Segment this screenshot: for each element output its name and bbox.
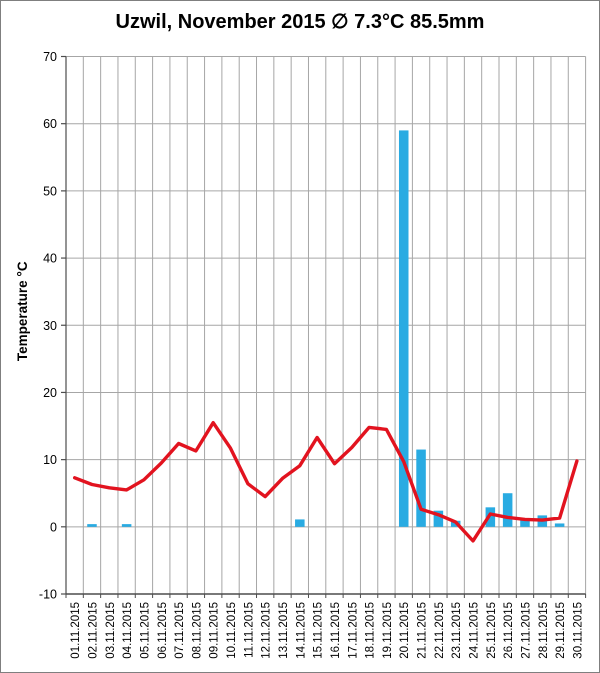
x-tick-label: 14.11.2015 [295, 602, 307, 659]
x-tick-label: 25.11.2015 [486, 602, 498, 659]
y-axis-title-group: Temperature °C [15, 261, 30, 361]
x-tick-label: 17.11.2015 [347, 602, 359, 659]
precip-bar [295, 519, 305, 527]
y-axis-tick-labels: 70 60 50 40 30 20 10 0 -10 [39, 50, 57, 602]
x-tick-label: 15.11.2015 [313, 602, 325, 659]
x-tick-label: 10.11.2015 [226, 602, 238, 659]
x-tick-label: 03.11.2015 [105, 602, 117, 659]
x-tick-label: 01.11.2015 [70, 602, 82, 659]
x-tick-label: 13.11.2015 [278, 602, 290, 659]
x-tick-label: 19.11.2015 [382, 602, 394, 659]
chart-title: Uzwil, November 2015 ∅ 7.3°C 85.5mm [115, 11, 485, 33]
y-tick-label: 50 [43, 184, 57, 198]
precip-bar [554, 523, 565, 527]
precip-bar [520, 520, 530, 527]
precip-bar [87, 524, 97, 527]
x-tick-label: 04.11.2015 [122, 602, 134, 659]
x-tick-label: 23.11.2015 [451, 602, 463, 659]
precip-bar [121, 524, 132, 527]
vertical-gridlines [65, 56, 587, 594]
x-tick-label: 02.11.2015 [87, 602, 99, 659]
x-tick-label: 11.11.2015 [243, 602, 255, 658]
y-tick-label: 0 [50, 520, 57, 534]
x-tick-label: 05.11.2015 [139, 602, 151, 659]
x-tick-label: 27.11.2015 [520, 602, 532, 659]
x-tick-label: 08.11.2015 [191, 602, 203, 659]
x-tick-label: 30.11.2015 [572, 602, 584, 659]
y-axis-title: Temperature °C [15, 261, 30, 361]
precip-bar [398, 130, 409, 527]
x-tick-label: 29.11.2015 [555, 602, 567, 659]
y-tick-label: -10 [39, 588, 57, 602]
y-tick-label: 20 [43, 386, 57, 400]
y-tick-label: 10 [43, 453, 57, 467]
temperature-line [72, 421, 579, 543]
y-tick-label: 30 [43, 319, 57, 333]
y-tick-label: 60 [43, 117, 57, 131]
precip-bar [502, 493, 513, 527]
x-tick-label: 21.11.2015 [417, 602, 429, 659]
x-tick-label: 07.11.2015 [174, 602, 186, 659]
x-tick-label: 28.11.2015 [538, 602, 550, 659]
x-tick-label: 20.11.2015 [399, 602, 411, 659]
precip-bar [433, 510, 444, 527]
x-tick-label: 12.11.2015 [261, 602, 273, 659]
x-tick-label: 18.11.2015 [365, 602, 377, 659]
x-tick-label: 16.11.2015 [330, 602, 342, 659]
x-tick-label: 24.11.2015 [469, 602, 481, 659]
x-axis-date-labels: 01.11.2015 02.11.2015 03.11.2015 04.11.2015… [70, 602, 584, 659]
x-tick-label: 09.11.2015 [209, 602, 221, 659]
x-tick-label: 06.11.2015 [157, 602, 169, 659]
x-tick-label: 22.11.2015 [434, 602, 446, 659]
y-tick-label: 40 [43, 252, 57, 266]
x-tick-label: 26.11.2015 [503, 602, 515, 659]
axes [61, 55, 587, 598]
temperature-series [72, 421, 579, 543]
y-tick-label: 70 [43, 50, 57, 64]
precip-bar [416, 449, 426, 527]
